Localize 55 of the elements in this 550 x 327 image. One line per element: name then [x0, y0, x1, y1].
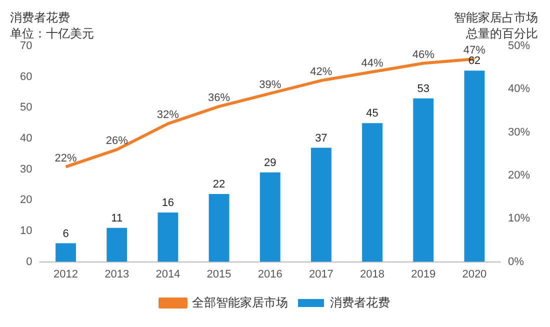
data-label: 22: [212, 178, 226, 191]
x-tick-label: 2014: [156, 268, 180, 280]
data-label: 36%: [208, 92, 230, 104]
text: 单位：十亿美元: [10, 26, 94, 40]
bar: [106, 228, 128, 262]
bar: [310, 148, 332, 262]
bar: [56, 243, 76, 262]
data-label: 39%: [259, 79, 282, 92]
data-label: 29: [264, 156, 276, 169]
y2-tick-label: 40%: [508, 83, 530, 96]
y-tick-label: 40: [20, 132, 32, 145]
x-tick-label: 2020: [462, 268, 487, 280]
legend-label: 消费者花费: [330, 295, 390, 310]
data-label: 46%: [412, 48, 435, 61]
y-tick-label: 30: [20, 163, 32, 176]
y-tick-label: 70: [20, 40, 32, 52]
data-label: 42%: [310, 66, 332, 78]
y2-tick-label: 50%: [508, 40, 530, 52]
x-tick-label: 2018: [360, 268, 385, 280]
data-label: 32%: [156, 109, 180, 122]
bar: [362, 123, 382, 262]
data-label: 62: [468, 55, 481, 68]
data-label: 44%: [361, 57, 384, 70]
y-tick-label: 60: [20, 70, 32, 83]
bar: [413, 98, 434, 262]
y-tick-label: 20: [20, 194, 32, 206]
y-tick-label: 50: [20, 102, 32, 114]
y2-tick-label: 10%: [508, 212, 530, 225]
bar: [158, 212, 178, 262]
data-label: 47%: [463, 44, 486, 56]
x-tick-label: 2015: [206, 268, 232, 280]
y2-tick-label: 30%: [508, 126, 530, 138]
data-label: 16: [162, 197, 174, 210]
y2-tick-label: 20%: [508, 170, 530, 182]
data-label: 22%: [54, 152, 77, 164]
legend-label: 全部智能家居市场: [192, 295, 288, 310]
data-label: 26%: [106, 135, 128, 148]
data-label: 11: [111, 212, 123, 224]
data-label: 37: [315, 132, 328, 144]
x-tick-label: 2019: [411, 268, 436, 280]
bar: [260, 172, 280, 262]
x-tick-label: 2017: [308, 268, 334, 280]
x-tick-label: 2013: [104, 268, 130, 280]
data-label: 45: [366, 108, 378, 120]
y2-tick-label: 0%: [508, 256, 524, 268]
data-label: 53: [417, 82, 430, 95]
y-tick-label: 10: [20, 225, 32, 238]
y-axis-title: 消费者花费: [10, 10, 70, 24]
x-tick-label: 2012: [54, 268, 78, 280]
y2-axis-title: 智能家居占市场总量的百分比: [454, 10, 538, 40]
x-tick-label: 2016: [258, 268, 282, 280]
bar: [464, 70, 485, 262]
bar: [208, 194, 230, 262]
data-label: 6: [62, 228, 69, 240]
y-tick-label: 0: [26, 256, 32, 268]
